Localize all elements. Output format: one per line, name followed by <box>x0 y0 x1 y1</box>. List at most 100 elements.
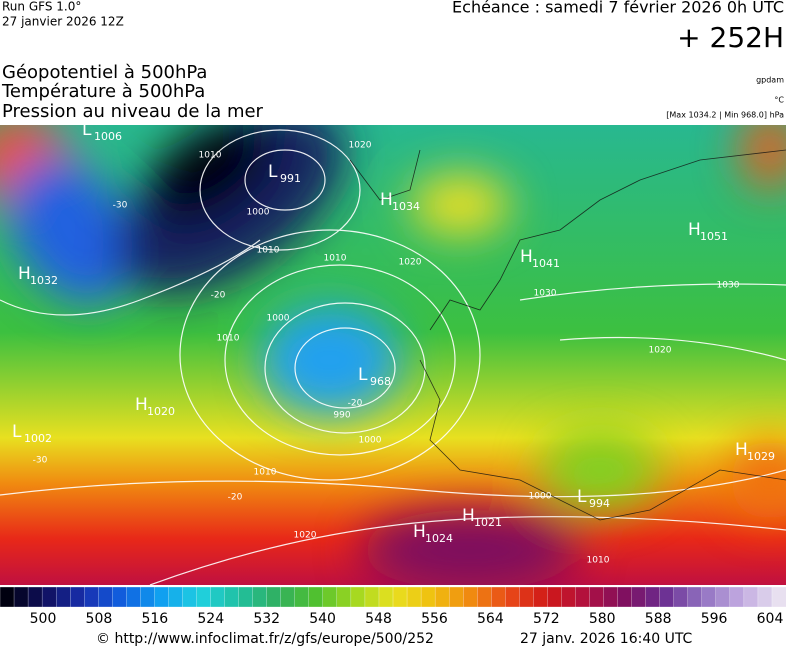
pressure-center-type: H <box>135 395 148 415</box>
lead-time: + 252H <box>677 21 784 54</box>
isobar-label: 1020 <box>649 346 672 356</box>
colorbar-cell <box>168 586 184 608</box>
echeance: Echéance : samedi 7 février 2026 0h UTC <box>452 0 784 17</box>
pressure-center-value: 1032 <box>30 274 58 287</box>
colorbar-tick-label: 596 <box>701 611 728 627</box>
colorbar-tick-label: 564 <box>477 611 504 627</box>
colorbar-cell <box>13 586 29 608</box>
colorbar: 500 508 516 524 532 540 548 556 564 572 580 588 596 6… <box>0 586 786 627</box>
run-label: Run GFS 1.0° <box>2 0 81 14</box>
run-date: 27 janvier 2026 12Z <box>2 15 124 29</box>
colorbar-cell <box>140 586 156 608</box>
footer-url: © http://www.infoclimat.fr/z/gfs/europe/… <box>96 631 434 647</box>
colorbar-cell <box>434 586 450 608</box>
colorbar-cell <box>364 586 380 608</box>
colorbar-cell <box>547 586 563 608</box>
colorbar-cell <box>505 586 520 608</box>
colorbar-cell <box>729 586 745 608</box>
pressure-center-value: 968 <box>370 375 391 388</box>
field-title: Pression au niveau de la mer <box>2 101 264 122</box>
colorbar-cell <box>673 586 689 608</box>
colorbar-tick-label: 516 <box>141 611 168 627</box>
colorbar-tick-label: 524 <box>197 611 224 627</box>
isobar-label: 990 <box>333 411 350 421</box>
colorbar-cell <box>392 586 408 608</box>
isobar-label: 1000 <box>529 492 552 502</box>
colorbar-tick-label: 580 <box>589 611 616 627</box>
colorbar-cell <box>771 586 786 608</box>
pressure-center-value: 1020 <box>147 405 175 418</box>
colorbar-cell <box>645 586 661 608</box>
colorbar-cell <box>589 586 605 608</box>
colorbar-cell <box>603 586 619 608</box>
pressure-center-value: 1006 <box>94 130 122 143</box>
unit-label: [Max 1034.2 | Min 968.0] hPa <box>666 111 784 120</box>
colorbar-cell <box>757 586 773 608</box>
colorbar-tick-label: 548 <box>365 611 392 627</box>
colorbar-cell <box>322 586 338 608</box>
colorbar-cell <box>631 586 647 608</box>
colorbar-tick-label: 508 <box>86 611 113 627</box>
unit-label: gpdam <box>756 76 784 85</box>
colorbar-cell <box>98 586 113 608</box>
pressure-center-type: L <box>82 120 92 140</box>
pressure-center-type: H <box>380 190 393 210</box>
colorbar-cell <box>70 586 85 608</box>
isobar-label: 1020 <box>294 531 317 541</box>
pressure-center-type: H <box>735 440 748 460</box>
colorbar-tick-label: 540 <box>309 611 336 627</box>
colorbar-cell <box>55 586 71 608</box>
colorbar-tick-label: 588 <box>645 611 672 627</box>
colorbar-tick-label: 532 <box>253 611 280 627</box>
colorbar-cell <box>210 586 226 608</box>
colorbar-cell <box>687 586 703 608</box>
colorbar-cell <box>491 586 506 608</box>
pressure-center-value: 1002 <box>24 432 52 445</box>
isobar-label: 1000 <box>267 314 290 324</box>
field-title: Température à 500hPa <box>1 81 205 102</box>
colorbar-cell <box>252 586 268 608</box>
colorbar-cell <box>659 586 675 608</box>
isobar-label: 1000 <box>247 208 270 218</box>
colorbar-cell <box>280 586 296 608</box>
colorbar-cell <box>112 586 127 608</box>
pressure-center-type: H <box>18 264 31 284</box>
colorbar-cell <box>519 586 535 608</box>
colorbar-cell <box>224 586 240 608</box>
field-title: Géopotentiel à 500hPa <box>2 62 207 83</box>
colorbar-cell <box>154 586 170 608</box>
pressure-center-value: 1041 <box>532 257 560 270</box>
pressure-center-value: 1021 <box>474 516 502 529</box>
isobar-label: 1000 <box>359 436 382 446</box>
colorbar-cell <box>238 586 254 608</box>
isobar-label: 1020 <box>349 141 372 151</box>
colorbar-cell <box>294 586 310 608</box>
pressure-center-type: L <box>12 422 22 442</box>
colorbar-cell <box>308 586 324 608</box>
colorbar-tick-label: 500 <box>30 611 57 627</box>
pressure-center-type: H <box>520 247 533 267</box>
isobar-label: 1010 <box>324 254 347 264</box>
colorbar-cell <box>350 586 366 608</box>
colorbar-cell <box>561 586 577 608</box>
isobar-label: -30 <box>33 456 48 466</box>
isobar-label: -20 <box>228 493 243 503</box>
colorbar-cell <box>336 586 352 608</box>
colorbar-cell <box>701 586 717 608</box>
colorbar-cell <box>463 586 478 608</box>
colorbar-cell <box>575 586 591 608</box>
colorbar-tick-label: 556 <box>421 611 448 627</box>
colorbar-cell <box>196 586 212 608</box>
colorbar-cell <box>378 586 394 608</box>
pressure-center-value: 1034 <box>392 200 420 213</box>
isobar-label: -30 <box>113 201 128 211</box>
colorbar-cell <box>715 586 731 608</box>
colorbar-cell <box>0 586 15 608</box>
colorbar-tick-label: 572 <box>533 611 560 627</box>
pressure-center-type: H <box>688 220 701 240</box>
pressure-center-type: L <box>358 365 368 385</box>
colorbar-cell <box>448 586 464 608</box>
colorbar-cell <box>743 586 759 608</box>
